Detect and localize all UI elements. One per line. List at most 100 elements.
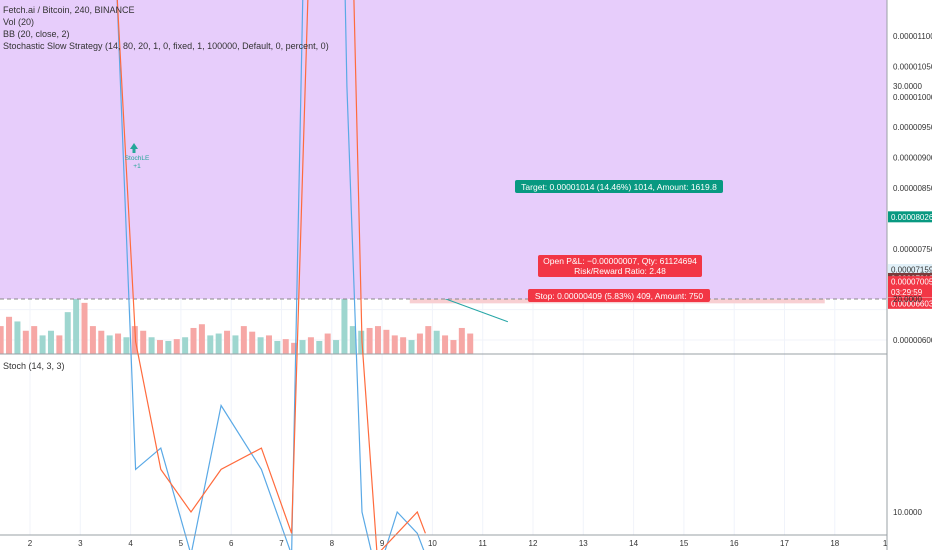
- volume-bar: [198, 324, 205, 354]
- volume-bar: [31, 326, 38, 354]
- time-tick-label: 7: [279, 539, 284, 548]
- volume-bar: [22, 330, 29, 354]
- time-tick-label: 17: [780, 539, 789, 548]
- price-tick-label: 0.00000950: [893, 123, 932, 132]
- price-label-text: 0.00006603: [891, 299, 932, 308]
- volume-bars: [0, 265, 474, 354]
- volume-bar: [307, 337, 314, 354]
- volume-bar: [450, 340, 457, 354]
- stop-label[interactable]: Stop: 0.00000409 (5.83%) 409, Amount: 75…: [528, 289, 710, 302]
- volume-bar: [64, 312, 71, 354]
- volume-bar: [299, 340, 306, 354]
- volume-bar: [56, 335, 63, 354]
- time-tick-label: 3: [78, 539, 83, 548]
- volume-bar: [47, 330, 54, 354]
- volume-bar: [131, 326, 138, 354]
- time-tick-label: 12: [529, 539, 538, 548]
- volume-bar: [173, 339, 180, 354]
- price-label-bg: [888, 276, 932, 288]
- volume-bar: [274, 340, 281, 354]
- volume-bar: [123, 337, 130, 354]
- stoch-legend[interactable]: Stoch (14, 3, 3): [3, 361, 65, 371]
- volume-bar: [458, 327, 465, 354]
- time-tick-label: 2: [28, 539, 33, 548]
- stoch-grid: [0, 0, 887, 300]
- volume-bar: [81, 302, 88, 354]
- pnl-label[interactable]: Open P&L: −0.00000007, Qty: 61124694 Ris…: [538, 255, 702, 277]
- volume-bar: [425, 326, 432, 354]
- stoch-tick-label: 30.0000: [893, 82, 922, 91]
- time-tick-label: 13: [579, 539, 588, 548]
- volume-bar: [224, 330, 231, 354]
- volume-bar: [148, 337, 155, 354]
- volume-bar: [89, 326, 96, 354]
- volume-bar: [39, 335, 46, 354]
- volume-bar: [316, 340, 323, 354]
- volume-legend[interactable]: Vol (20): [3, 17, 35, 27]
- time-tick-label: 11: [479, 539, 488, 548]
- volume-bar: [249, 331, 256, 354]
- time-tick-label: 1: [883, 539, 888, 548]
- volume-bar: [291, 342, 298, 354]
- volume-bar: [0, 326, 4, 354]
- up-arrow-icon: [130, 143, 138, 149]
- price-label-text: 0.00007005: [891, 278, 932, 287]
- volume-bar: [333, 340, 340, 354]
- volume-bar: [374, 326, 381, 354]
- stoch-pane[interactable]: [0, 0, 887, 550]
- volume-bar: [240, 326, 247, 354]
- stop-label-bg: [528, 289, 710, 302]
- price-label-text: 0.00007159: [891, 266, 932, 275]
- volume-bar: [156, 340, 163, 354]
- stoch-tick-label: 10.0000: [893, 508, 922, 517]
- stoch-axis[interactable]: 80.000070.000060.000050.000040.000030.00…: [893, 0, 922, 517]
- stop-label-text: Stop: 0.00000409 (5.83%) 409, Amount: 75…: [535, 291, 704, 301]
- time-tick-label: 4: [128, 539, 133, 548]
- volume-bar: [349, 326, 356, 354]
- pnl-label-bg: [538, 255, 702, 277]
- price-tick-label: 0.00000900: [893, 154, 932, 163]
- price-label-bg: [888, 211, 932, 223]
- volume-bar: [115, 333, 122, 354]
- risk-reward-text: Risk/Reward Ratio: 2.48: [574, 266, 666, 276]
- volume-bar: [182, 337, 189, 354]
- volume-bar: [408, 340, 415, 354]
- time-axis[interactable]: 2 3 4 5 6 7 8 9 10 11 12 13 14 15 16 17 18 1: [28, 539, 888, 548]
- volume-bar: [400, 337, 407, 354]
- volume-bar: [391, 335, 398, 354]
- time-tick-label: 6: [229, 539, 234, 548]
- volume-bar: [442, 335, 449, 354]
- target-label-bg: [515, 180, 723, 193]
- time-tick-label: 15: [679, 539, 688, 548]
- volume-bar: [383, 329, 390, 354]
- price-label-bg: [888, 297, 932, 309]
- price-tick-label: 0.00000750: [893, 245, 932, 254]
- price-axis[interactable]: 0.00001100 0.00001050 0.00001000 0.00000950…: [893, 32, 932, 345]
- time-tick-label: 5: [179, 539, 184, 548]
- open-pnl-text: Open P&L: −0.00000007, Qty: 61124694: [543, 256, 697, 266]
- target-label-text: Target: 0.00001014 (14.46%) 1014, Amount…: [521, 182, 717, 192]
- volume-bar: [324, 333, 331, 354]
- volume-bar: [232, 335, 239, 354]
- price-tick-label: 0.00001000: [893, 93, 932, 102]
- volume-bar: [14, 321, 21, 354]
- volume-bar: [282, 339, 289, 354]
- price-tick-label: 0.00001100: [893, 32, 932, 41]
- volume-bar: [416, 333, 423, 354]
- bb-legend[interactable]: BB (20, close, 2): [3, 29, 70, 39]
- stoch-band-fill: [0, 0, 887, 299]
- up-arrow-stem: [132, 149, 136, 153]
- volume-bar: [341, 265, 348, 354]
- time-tick-label: 8: [330, 539, 335, 548]
- price-label-bg: [888, 264, 932, 276]
- volume-bar: [358, 330, 365, 354]
- volume-bar: [98, 330, 105, 354]
- stoch-d-line: [116, 0, 426, 550]
- symbol-title[interactable]: Fetch.ai / Bitcoin, 240, BINANCE: [3, 5, 135, 15]
- strategy-legend[interactable]: Stochastic Slow Strategy (14, 80, 20, 1,…: [3, 41, 329, 51]
- stochle-label: StochLE: [125, 155, 150, 162]
- price-labels: 0.000080260.000071590.000070120.00007005…: [888, 211, 932, 309]
- volume-bar: [366, 327, 373, 354]
- target-label[interactable]: Target: 0.00001014 (14.46%) 1014, Amount…: [515, 180, 723, 193]
